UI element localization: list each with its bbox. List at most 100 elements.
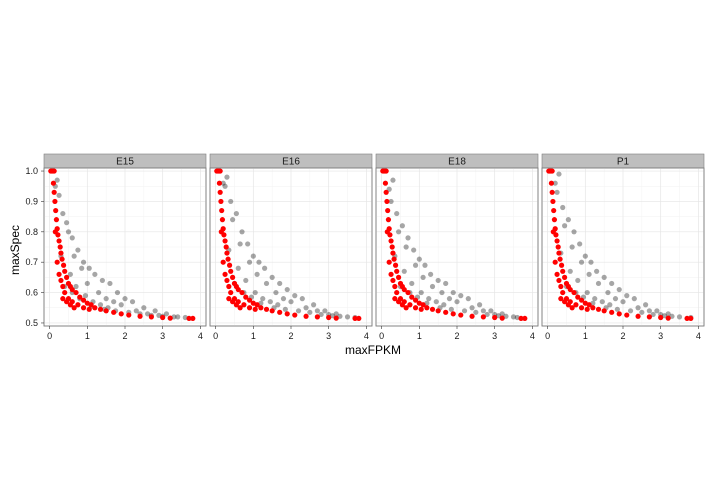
data-point-red bbox=[578, 305, 585, 311]
data-point-red bbox=[443, 309, 449, 315]
data-point-red bbox=[269, 308, 275, 314]
data-point-red bbox=[391, 256, 397, 262]
data-point-black bbox=[344, 314, 351, 320]
data-point-red bbox=[558, 262, 565, 268]
data-point-black bbox=[422, 262, 428, 268]
data-point-red bbox=[554, 238, 560, 244]
x-tick-label: 1 bbox=[583, 331, 588, 341]
data-point-black bbox=[450, 289, 456, 296]
data-point-black bbox=[420, 274, 426, 280]
data-point-red bbox=[396, 299, 402, 305]
data-point-red bbox=[551, 217, 558, 223]
data-point-red bbox=[217, 189, 223, 195]
data-point-black bbox=[237, 241, 243, 247]
data-point-black bbox=[318, 311, 324, 318]
data-point-black bbox=[556, 171, 562, 177]
data-point-red bbox=[160, 314, 166, 321]
data-point-red bbox=[228, 268, 234, 274]
data-point-red bbox=[58, 250, 64, 256]
data-point-black bbox=[582, 253, 588, 259]
data-point-red bbox=[222, 271, 228, 277]
data-point-black bbox=[594, 268, 600, 274]
data-point-red bbox=[665, 315, 671, 321]
x-tick-label: 3 bbox=[658, 331, 663, 341]
data-point-red bbox=[429, 306, 436, 312]
data-point-black bbox=[552, 180, 558, 186]
x-tick-label: 2 bbox=[288, 331, 293, 341]
data-point-black bbox=[250, 253, 256, 259]
data-point-black bbox=[235, 265, 241, 271]
data-point-red bbox=[558, 283, 564, 290]
data-point-red bbox=[394, 268, 400, 274]
data-point-red bbox=[77, 294, 83, 300]
data-point-red bbox=[223, 244, 229, 250]
facet-panel-e18: E18 0 1 2 3 4 bbox=[375, 153, 539, 341]
x-tick-label: 2 bbox=[454, 331, 459, 341]
data-point-red bbox=[230, 274, 236, 280]
data-point-red bbox=[389, 244, 395, 250]
data-point-red bbox=[390, 250, 396, 256]
data-point-black bbox=[145, 311, 151, 317]
data-point-black bbox=[567, 268, 573, 274]
data-point-red bbox=[239, 289, 245, 296]
x-tick-label: 4 bbox=[364, 331, 369, 341]
data-point-red bbox=[59, 256, 65, 262]
data-point-red bbox=[394, 289, 400, 296]
data-point-red bbox=[578, 297, 585, 303]
x-tick-label: 4 bbox=[696, 331, 701, 341]
data-point-red bbox=[558, 296, 564, 302]
data-point-red bbox=[573, 302, 579, 308]
data-point-black bbox=[322, 308, 328, 314]
data-point-black bbox=[484, 311, 490, 318]
data-point-red bbox=[75, 302, 81, 308]
data-point-red bbox=[403, 305, 409, 311]
data-point-black bbox=[228, 198, 234, 205]
data-point-black bbox=[676, 314, 683, 320]
data-point-red bbox=[69, 286, 75, 293]
data-point-red bbox=[352, 315, 358, 322]
data-point-red bbox=[560, 289, 566, 296]
data-point-black bbox=[303, 305, 309, 311]
data-point-black bbox=[586, 271, 592, 277]
data-point-black bbox=[560, 204, 566, 211]
data-point-black bbox=[163, 311, 170, 317]
data-point-black bbox=[588, 259, 594, 265]
data-point-red bbox=[219, 217, 226, 223]
data-point-red bbox=[383, 189, 389, 195]
data-point-black bbox=[86, 265, 92, 271]
y-tick-label: 0.9 bbox=[25, 196, 38, 206]
data-point-red bbox=[219, 207, 225, 214]
data-point-red bbox=[216, 180, 223, 186]
data-point-black bbox=[510, 314, 517, 320]
data-point-red bbox=[418, 306, 424, 312]
y-tick-label: 1.0 bbox=[25, 166, 38, 176]
data-point-red bbox=[412, 305, 419, 311]
data-point-black bbox=[624, 293, 630, 299]
data-point-red bbox=[53, 207, 59, 214]
data-point-red bbox=[399, 302, 405, 308]
data-point-red bbox=[58, 277, 64, 284]
data-point-red bbox=[167, 315, 173, 321]
data-point-red bbox=[646, 314, 652, 320]
data-point-red bbox=[224, 277, 230, 284]
data-point-black bbox=[282, 306, 288, 312]
data-point-red bbox=[56, 271, 62, 277]
data-point-black bbox=[390, 177, 396, 183]
data-point-red bbox=[73, 289, 79, 296]
data-point-red bbox=[62, 268, 68, 274]
data-point-red bbox=[388, 238, 394, 244]
data-point-red bbox=[557, 256, 563, 262]
x-axis-title: maxFPKM bbox=[345, 343, 401, 357]
data-point-red bbox=[405, 289, 411, 296]
data-point-red bbox=[550, 229, 556, 235]
data-point-red bbox=[80, 305, 87, 311]
data-point-black bbox=[152, 308, 158, 314]
x-tick-label: 2 bbox=[122, 331, 127, 341]
data-point-red bbox=[186, 315, 192, 322]
data-point-black bbox=[71, 253, 77, 259]
data-point-red bbox=[237, 305, 243, 311]
data-point-black bbox=[224, 174, 230, 180]
data-point-red bbox=[220, 259, 226, 265]
data-point-red bbox=[388, 271, 394, 277]
data-point-black bbox=[114, 289, 121, 296]
